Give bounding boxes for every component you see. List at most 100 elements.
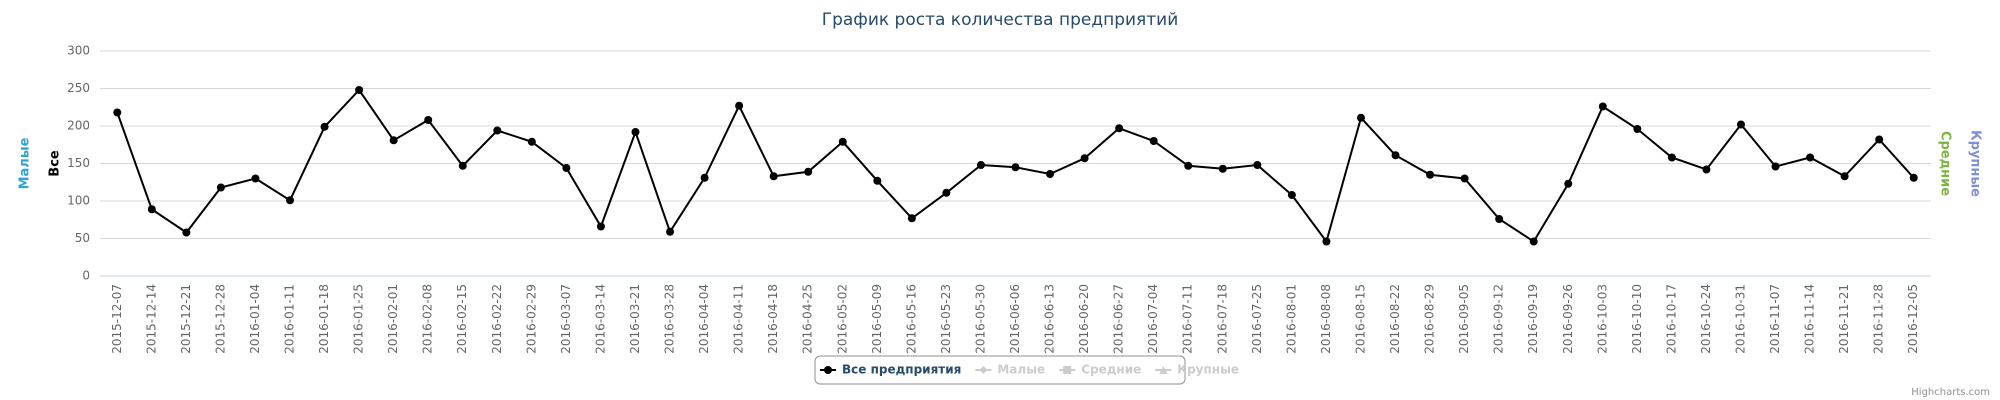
legend-item[interactable]: Все предприятия <box>842 363 961 377</box>
x-tick-label: 2016-07-18 <box>1215 284 1229 354</box>
x-tick-label: 2015-12-07 <box>110 284 124 354</box>
x-tick-label: 2016-08-01 <box>1284 284 1298 354</box>
data-point <box>907 214 916 223</box>
x-tick-label: 2016-03-28 <box>663 284 677 354</box>
data-point <box>631 128 640 136</box>
y-tick-label: 100 <box>67 194 90 208</box>
legend-box <box>814 355 1186 385</box>
y-axis-title: Все <box>48 150 63 177</box>
y-tick-label: 250 <box>67 81 90 95</box>
x-tick-label: 2016-04-18 <box>766 284 780 354</box>
x-tick-label: 2016-02-29 <box>524 284 538 354</box>
x-tick-label: 2016-06-06 <box>1008 284 1022 354</box>
x-tick-label: 2016-02-01 <box>386 284 400 354</box>
data-point <box>1322 237 1331 246</box>
data-point <box>1080 154 1089 163</box>
x-tick-label: 2016-02-22 <box>490 284 504 354</box>
x-tick-label: 2016-10-17 <box>1664 284 1678 354</box>
data-point <box>1495 215 1504 223</box>
data-point <box>562 164 571 172</box>
y-tick-label: 0 <box>82 269 90 283</box>
x-tick-label: 2016-11-14 <box>1803 284 1817 354</box>
data-point <box>1356 113 1365 122</box>
y-axis-title: Малые <box>18 137 33 189</box>
x-tick-label: 2016-06-27 <box>1112 284 1126 354</box>
data-point <box>251 174 260 183</box>
data-point <box>113 108 122 117</box>
data-point <box>804 167 813 176</box>
x-tick-label: 2016-02-15 <box>455 284 469 354</box>
data-point <box>1909 173 1918 182</box>
data-point <box>1218 164 1227 173</box>
x-tick-label: 2016-06-13 <box>1043 284 1057 354</box>
x-tick-label: 2016-03-14 <box>593 284 607 354</box>
x-tick-label: 2016-05-23 <box>939 284 953 354</box>
legend-item[interactable]: Крупные <box>1177 363 1239 377</box>
x-tick-label: 2016-07-04 <box>1146 284 1160 354</box>
data-point <box>1046 170 1055 178</box>
data-point <box>1702 165 1711 174</box>
x-tick-label: 2015-12-14 <box>144 284 158 354</box>
x-tick-label: 2016-01-25 <box>352 284 366 354</box>
y-tick-label: 50 <box>75 231 90 245</box>
x-tick-label: 2016-08-22 <box>1388 284 1402 354</box>
x-tick-label: 2016-11-21 <box>1837 284 1851 354</box>
legend-item[interactable]: Малые <box>997 363 1045 377</box>
x-tick-label: 2016-05-16 <box>904 284 918 354</box>
data-point <box>838 137 847 146</box>
data-point <box>424 116 433 124</box>
x-tick-label: 2016-11-28 <box>1872 284 1886 354</box>
data-point <box>1287 191 1296 199</box>
x-tick-label: 2016-10-10 <box>1630 284 1644 354</box>
x-tick-label: 2016-07-25 <box>1250 284 1264 354</box>
data-point <box>216 183 225 192</box>
data-point <box>976 161 985 169</box>
y-tick-label: 150 <box>67 156 90 170</box>
x-tick-label: 2016-09-26 <box>1561 284 1575 354</box>
data-point <box>1598 102 1607 111</box>
legend-item[interactable]: Средние <box>1081 363 1141 377</box>
y-tick-label: 300 <box>67 44 90 58</box>
x-tick-label: 2015-12-21 <box>179 284 193 354</box>
data-point <box>596 222 605 231</box>
data-point <box>873 176 882 185</box>
data-point <box>1840 172 1849 181</box>
data-point <box>527 137 536 146</box>
x-tick-label: 2016-06-20 <box>1077 284 1091 354</box>
data-point <box>769 172 778 181</box>
data-point <box>1667 153 1676 162</box>
data-point <box>1771 162 1780 171</box>
chart-title: График роста количества предприятий <box>822 10 1179 30</box>
data-point <box>1529 237 1538 246</box>
x-tick-label: 2016-10-03 <box>1595 284 1609 354</box>
x-tick-label: 2016-10-24 <box>1699 284 1713 354</box>
data-point <box>700 173 709 182</box>
data-point <box>389 136 398 145</box>
x-tick-label: 2016-08-15 <box>1353 284 1367 354</box>
data-point <box>1426 170 1435 179</box>
x-tick-label: 2016-10-31 <box>1733 284 1747 354</box>
x-tick-label: 2016-04-11 <box>732 284 746 354</box>
data-point <box>493 126 502 135</box>
data-point <box>458 161 467 170</box>
x-tick-label: 2016-05-30 <box>973 284 987 354</box>
data-point <box>1115 124 1124 133</box>
data-point <box>1806 153 1815 162</box>
data-point <box>1391 151 1400 160</box>
x-tick-label: 2016-05-02 <box>835 284 849 354</box>
data-point <box>1460 174 1469 183</box>
x-tick-label: 2016-09-05 <box>1457 284 1471 354</box>
legend-symbol <box>1063 366 1072 374</box>
x-tick-label: 2016-01-04 <box>248 284 262 354</box>
data-point <box>147 205 156 214</box>
x-tick-label: 2016-05-09 <box>870 284 884 354</box>
data-point <box>1875 135 1884 144</box>
x-tick-label: 2016-08-29 <box>1423 284 1437 354</box>
credits[interactable]: Highcharts.com <box>1911 387 1990 398</box>
data-point <box>320 122 329 131</box>
data-point <box>286 196 295 205</box>
x-tick-label: 2016-01-11 <box>283 284 297 354</box>
data-point <box>1736 120 1745 129</box>
x-tick-label: 2016-08-08 <box>1319 284 1333 354</box>
